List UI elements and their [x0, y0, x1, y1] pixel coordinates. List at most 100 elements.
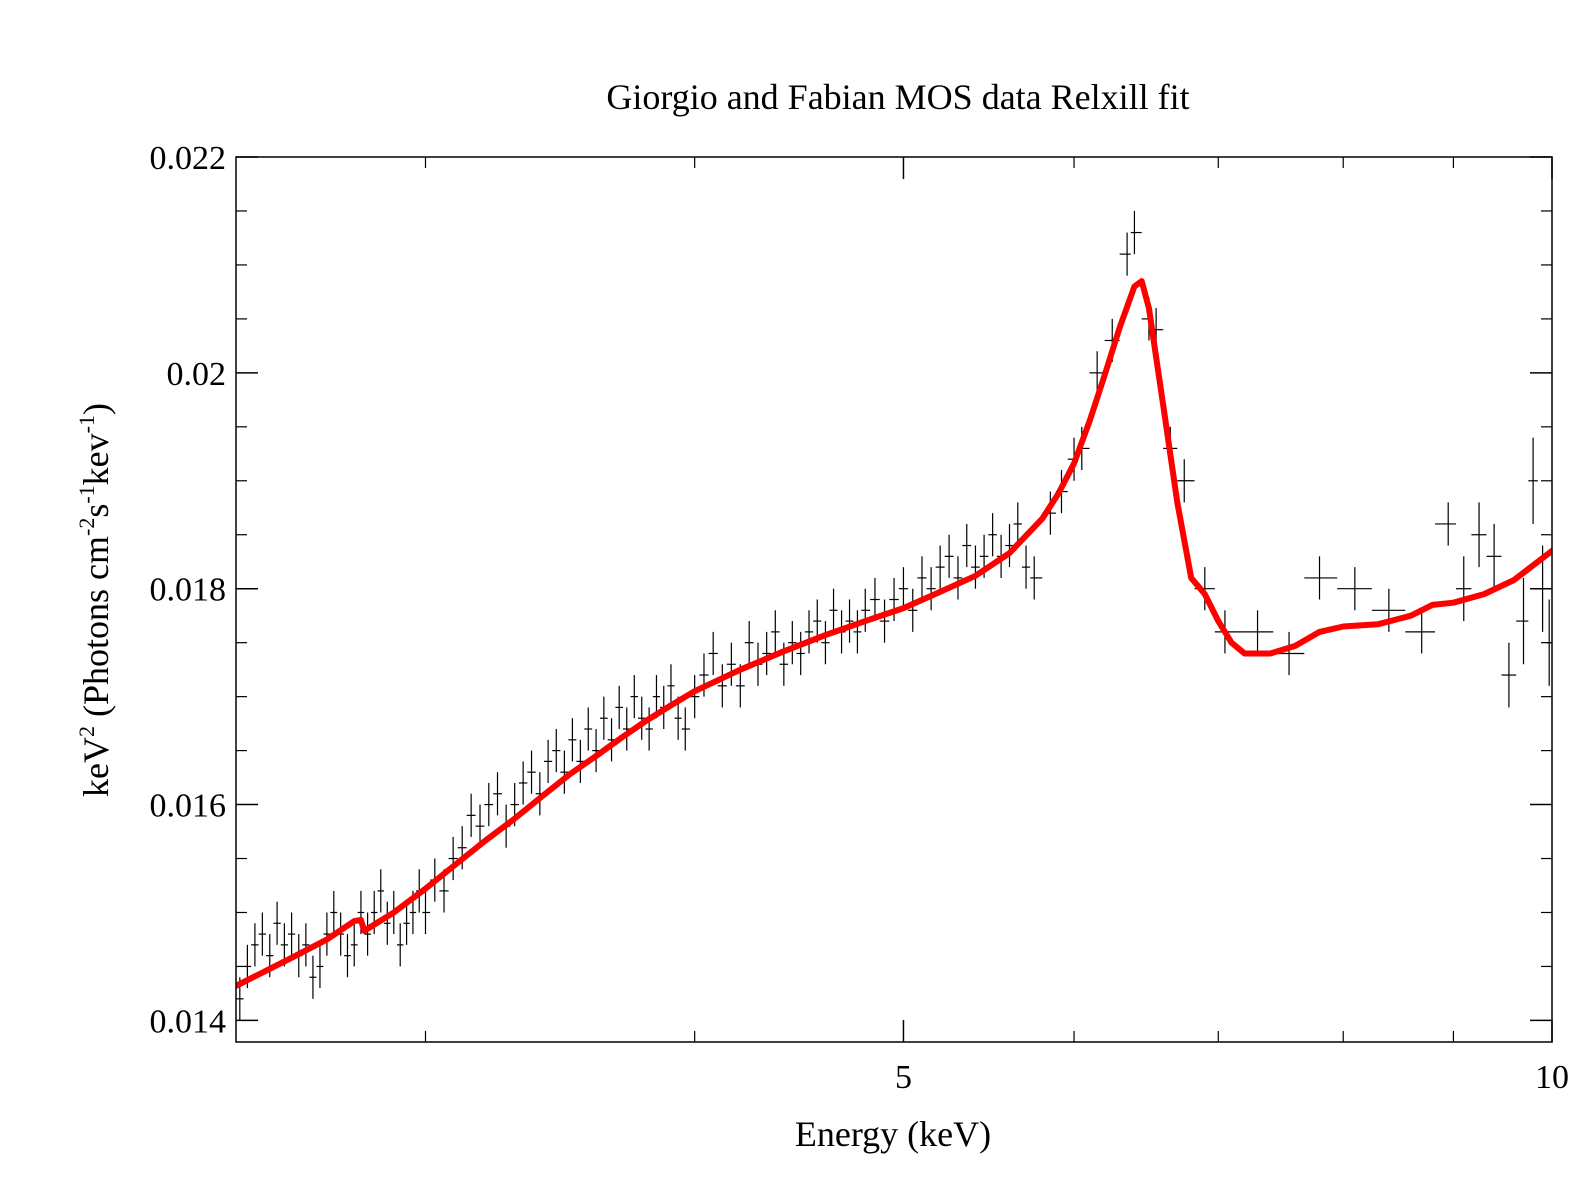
y-axis-label-s: s — [76, 504, 116, 518]
y-axis-label: keV2 (Photons cm-2s-1kev-1) — [74, 403, 116, 797]
data-point — [1005, 523, 1014, 568]
data-point — [552, 729, 561, 773]
data-point — [962, 523, 972, 568]
data-point — [681, 707, 690, 751]
data-point — [1177, 459, 1195, 503]
data-point — [576, 739, 585, 783]
data-point — [645, 707, 653, 751]
data-point — [344, 934, 351, 978]
data-point — [879, 599, 890, 643]
data-point — [364, 912, 371, 956]
data-point — [615, 685, 623, 730]
data-point — [330, 890, 338, 935]
data-point — [770, 610, 780, 654]
data-point — [396, 923, 404, 967]
data-point — [1471, 502, 1487, 568]
y-tick-label: 0.018 — [150, 572, 227, 609]
data-point — [717, 664, 727, 708]
data-point — [1405, 610, 1435, 654]
data-point — [796, 631, 805, 676]
data-point — [853, 610, 862, 654]
data-point — [898, 567, 909, 611]
y-axis-label-kev: kev — [76, 433, 116, 485]
tick-labels-layer: 0.014 0.016 0.018 0.02 0.022 5 10 — [150, 140, 1570, 1096]
data-point — [1501, 642, 1517, 708]
y-axis-label-sup2: -2 — [74, 518, 99, 536]
data-point — [630, 675, 639, 719]
data-point — [493, 772, 502, 816]
data-point — [448, 836, 458, 881]
data-point — [971, 545, 980, 589]
data-point — [953, 556, 963, 600]
y-tick-label: 0.014 — [150, 1003, 227, 1040]
data-point — [258, 912, 267, 956]
model-curve — [236, 278, 1552, 989]
data-point — [908, 588, 918, 632]
x-axis-label: Energy (keV) — [795, 1114, 991, 1154]
data-point — [323, 912, 331, 956]
data-point — [788, 621, 797, 665]
data-point — [403, 901, 410, 945]
data-point — [287, 912, 296, 956]
data-point — [762, 631, 771, 676]
data-point — [484, 782, 494, 827]
y-axis-label-sup4: -1 — [74, 415, 99, 433]
y-axis-label-main: keV — [76, 737, 116, 797]
data-point — [309, 955, 317, 999]
model-layer — [236, 278, 1552, 989]
chart-title: Giorgio and Fabian MOS data Relxill fit — [606, 77, 1189, 117]
y-tick-label: 0.02 — [167, 356, 227, 393]
y-axis-label-close: ) — [76, 403, 116, 415]
data-point — [917, 556, 927, 600]
y-axis-label-part2: (Photons cm — [76, 536, 116, 726]
data-point — [1371, 588, 1406, 632]
x-tick-label: 10 — [1535, 1059, 1569, 1096]
data-point — [861, 588, 871, 632]
data-point — [1304, 556, 1338, 600]
data-point — [1130, 210, 1142, 255]
data-point — [422, 890, 431, 935]
data-point — [518, 761, 528, 805]
data-point — [543, 739, 553, 783]
data-point — [1119, 232, 1131, 276]
data-point — [1455, 556, 1472, 622]
data-point — [599, 696, 608, 740]
data-point — [1030, 556, 1043, 600]
data-layer — [236, 210, 1552, 1021]
data-point — [1486, 523, 1502, 589]
y-axis-label-sup3: -1 — [74, 485, 99, 503]
data-point — [560, 750, 569, 794]
data-point — [1528, 437, 1538, 524]
y-tick-label: 0.016 — [150, 788, 227, 825]
data-point — [821, 621, 830, 665]
data-point — [527, 750, 536, 794]
data-point — [845, 599, 854, 643]
data-point — [638, 696, 646, 740]
data-point — [466, 793, 476, 837]
data-point — [744, 621, 754, 665]
data-point — [350, 923, 358, 967]
data-point — [1241, 610, 1274, 654]
data-point — [726, 642, 736, 686]
plot-frame — [235, 156, 1553, 1043]
data-point — [944, 534, 954, 578]
data-point — [377, 869, 385, 913]
data-point — [708, 631, 718, 676]
data-point — [1089, 351, 1105, 395]
data-point — [1013, 502, 1022, 546]
data-point — [804, 610, 814, 654]
data-point — [689, 675, 700, 719]
data-point — [926, 567, 936, 611]
data-point — [988, 513, 997, 557]
data-point — [1337, 567, 1372, 611]
data-point — [316, 944, 324, 989]
data-point — [935, 545, 945, 589]
data-point — [384, 901, 391, 945]
data-point — [829, 588, 838, 632]
ticks-layer — [236, 156, 1553, 1042]
data-point — [1021, 545, 1031, 589]
data-point — [302, 923, 310, 967]
data-point — [475, 804, 485, 848]
data-point — [870, 577, 880, 622]
